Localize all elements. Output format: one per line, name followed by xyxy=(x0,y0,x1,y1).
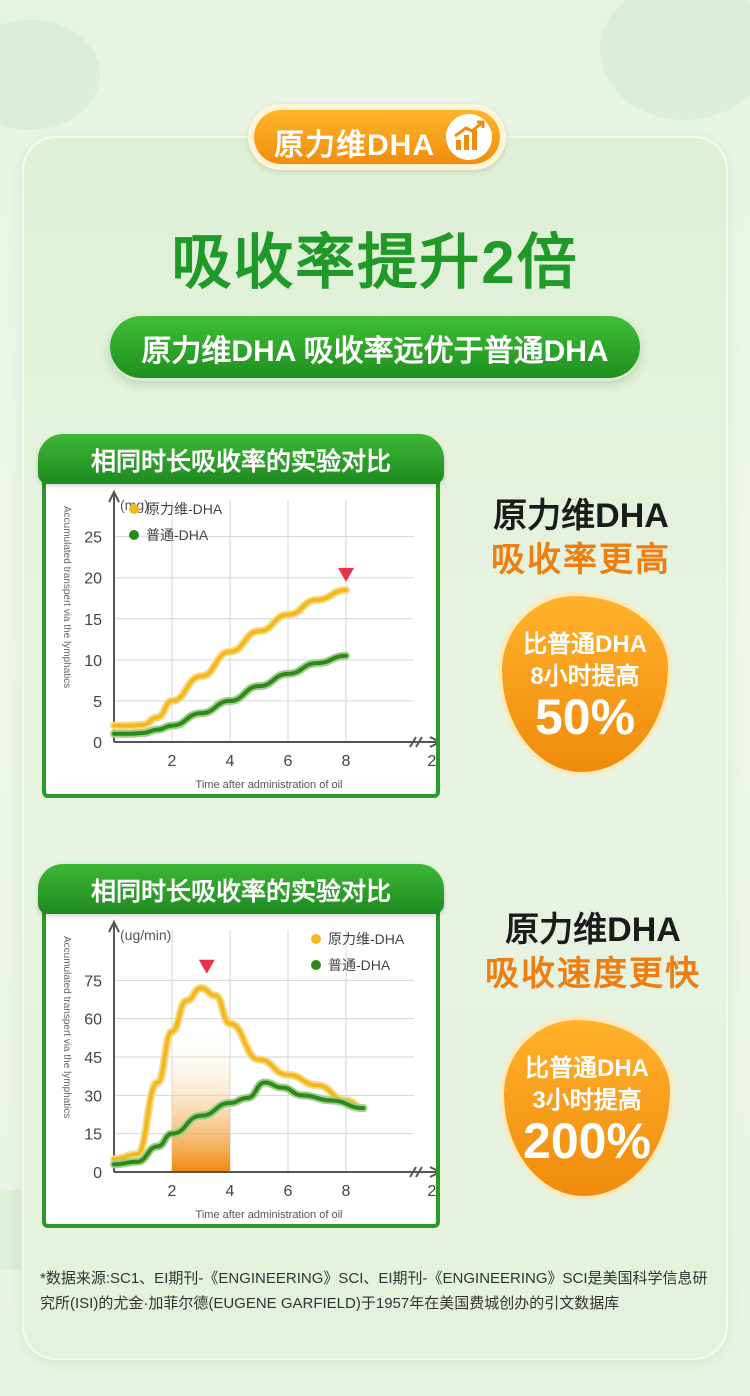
x-tick-label: 2 xyxy=(168,1183,177,1200)
side-title-1: 原力维DHA xyxy=(493,497,669,535)
y-tick-label: 60 xyxy=(84,1012,102,1029)
section-tab-1: 相同时长吸收率的实验对比 xyxy=(38,434,444,484)
x-tick-label: 8 xyxy=(342,1183,351,1200)
series-line xyxy=(112,1080,366,1167)
x-tick-label: 4 xyxy=(226,753,235,770)
axis-break xyxy=(409,1166,423,1178)
y-tick-label: 45 xyxy=(84,1050,102,1067)
legend-marker xyxy=(129,504,139,514)
stat-blob-1: 比普通DHA 8小时提高 50% xyxy=(502,596,668,772)
brand-badge-pill: 原力维DHA xyxy=(254,110,500,164)
x-tick-label: 6 xyxy=(284,753,293,770)
x-axis-arrow xyxy=(429,736,436,748)
section-tab-title: 相同时长吸收率的实验对比 xyxy=(90,448,391,476)
stat-line-2: 3小时提高 xyxy=(532,1087,642,1114)
y-tick-label: 25 xyxy=(84,530,102,547)
series-line xyxy=(112,985,366,1162)
y-tick-label: 20 xyxy=(84,571,102,588)
background-leaf xyxy=(600,0,750,120)
x-tick-label: 6 xyxy=(284,1183,293,1200)
y-tick-label: 15 xyxy=(84,1127,102,1144)
section-tab-title: 相同时长吸收率的实验对比 xyxy=(90,878,391,906)
y-tick-label: 10 xyxy=(84,653,102,670)
chart-panel-1: 0510152025246824(h)(mg)Time after admini… xyxy=(42,476,440,798)
peak-marker-icon xyxy=(338,567,354,582)
x-axis-title: Time after administration of oil xyxy=(196,779,343,791)
series-line xyxy=(112,588,348,728)
x-unit-label: 24(h) xyxy=(427,1183,436,1200)
legend-marker xyxy=(311,934,321,944)
y-tick-label: 5 xyxy=(93,694,102,711)
y-axis-arrow xyxy=(108,919,120,933)
stat-line-1: 比普通DHA xyxy=(523,631,647,658)
y-tick-label: 0 xyxy=(93,1165,102,1182)
y-tick-label: 30 xyxy=(84,1088,102,1105)
data-source-footnote: *数据来源:SC1、EI期刊-《ENGINEERING》SCI、EI期刊-《EN… xyxy=(40,1270,708,1312)
stat-value: 50% xyxy=(534,689,636,745)
legend-marker xyxy=(311,960,321,970)
chart-2: 0 15 30 45 60 75 2 4 6 8 24(h) (ug/min) Time after a… xyxy=(61,919,436,1221)
page-headline: 吸收率提升2倍 xyxy=(171,229,579,296)
x-axis-title: Time after administration of oil xyxy=(196,1209,343,1221)
legend-label: 原力维-DHA xyxy=(328,931,405,947)
subheadline-text: 原力维DHA 吸收率远优于普通DHA xyxy=(141,335,609,368)
y-axis-title: Accumulated transpert via the lymphatics xyxy=(61,936,72,1118)
brand-badge-label: 原力维DHA xyxy=(274,129,435,162)
legend-label: 普通-DHA xyxy=(146,527,209,543)
side-subtitle-1: 吸收率更高 xyxy=(491,541,671,579)
subheadline-pill: 原力维DHA 吸收率远优于普通DHA xyxy=(110,316,640,378)
brand-badge: 原力维DHA xyxy=(248,104,506,170)
side-subtitle-2: 吸收速度更快 xyxy=(485,955,701,993)
legend-label: 原力维-DHA xyxy=(146,501,223,517)
x-tick-label: 8 xyxy=(342,753,351,770)
axis-break xyxy=(409,736,423,748)
y-tick-label: 75 xyxy=(84,973,102,990)
stat-value: 200% xyxy=(523,1113,651,1169)
background-leaf xyxy=(0,20,100,130)
chart-1: 0510152025246824(h)(mg)Time after admini… xyxy=(61,489,436,791)
section-tab-2: 相同时长吸收率的实验对比 xyxy=(38,864,444,914)
side-title-2: 原力维DHA xyxy=(505,911,681,949)
y-axis-title: Accumulated transpert via the lymphatics xyxy=(61,506,72,688)
chart-panel-2: 0 15 30 45 60 75 2 4 6 8 24(h) (ug/min) Time after a… xyxy=(42,906,440,1228)
series-line xyxy=(112,653,348,736)
peak-marker-icon xyxy=(198,959,215,974)
x-unit-label: 24(h) xyxy=(427,753,436,770)
y-unit-label: (ug/min) xyxy=(120,927,171,943)
x-tick-label: 4 xyxy=(226,1183,235,1200)
y-axis-arrow xyxy=(108,489,120,503)
stat-line-2: 8小时提高 xyxy=(530,663,640,690)
legend-label: 普通-DHA xyxy=(328,957,391,973)
stat-blob-2: 比普通DHA 3小时提高 200% xyxy=(504,1020,670,1196)
x-axis-arrow xyxy=(429,1166,436,1178)
rising-chart-icon xyxy=(446,114,492,160)
legend-marker xyxy=(129,530,139,540)
y-tick-label: 15 xyxy=(84,612,102,629)
stat-line-1: 比普通DHA xyxy=(525,1055,649,1082)
x-tick-label: 2 xyxy=(168,753,177,770)
y-tick-label: 0 xyxy=(93,735,102,752)
